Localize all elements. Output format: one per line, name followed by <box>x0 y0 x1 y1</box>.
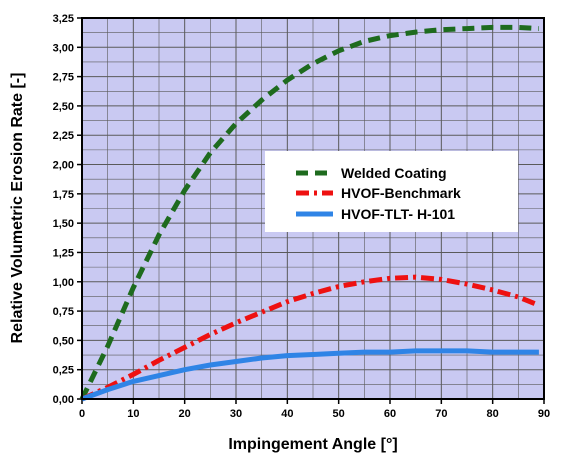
legend-label-hvof-benchmark: HVOF-Benchmark <box>341 185 461 201</box>
y-tick-label: 1,00 <box>53 277 74 289</box>
y-tick-label: 3,00 <box>53 42 74 54</box>
x-tick-label: 30 <box>230 408 242 420</box>
y-tick-label: 2,00 <box>53 160 74 172</box>
series-line-hvof-tlt-h-101 <box>81 348 539 402</box>
y-tick-label: 2,50 <box>53 101 74 113</box>
y-tick-label: 3,25 <box>53 13 74 25</box>
y-tick-label: 0,00 <box>53 394 74 406</box>
plot-frame <box>81 17 545 400</box>
legend-label-hvof-tlt-h-101: HVOF-TLT- H-101 <box>341 206 455 222</box>
x-tick-label: 50 <box>333 408 345 420</box>
x-tick-label: 0 <box>79 408 85 420</box>
y-tick-label: 1,50 <box>53 218 74 230</box>
series-line-welded-coating <box>79 24 540 401</box>
y-tick-label: 2,25 <box>53 130 74 142</box>
x-tick-label: 70 <box>435 408 447 420</box>
legend: Welded Coating HVOF-Benchmark HVOF-TLT- … <box>265 151 518 232</box>
axis-ticks: 0 10 20 30 40 50 60 70 80 90 0,00 0,25 0,50 0,75 1,00 1… <box>53 13 551 420</box>
legend-label-welded-coating: Welded Coating <box>341 165 447 181</box>
series-line-hvof-benchmark <box>80 274 540 402</box>
y-tick-label: 1,25 <box>53 247 74 259</box>
x-tick-label: 20 <box>179 408 191 420</box>
x-tick-label: 40 <box>281 408 293 420</box>
x-axis-title: Impingement Angle [°] <box>228 436 397 453</box>
x-tick-label: 80 <box>487 408 499 420</box>
y-tick-label: 0,50 <box>53 335 74 347</box>
y-tick-label: 1,75 <box>53 189 74 201</box>
y-axis-title: Relative Volumetric Erosion Rate [-] <box>9 73 26 344</box>
x-tick-label: 10 <box>127 408 139 420</box>
series-lines <box>79 24 540 402</box>
x-tick-label: 90 <box>538 408 550 420</box>
y-tick-label: 0,75 <box>53 306 74 318</box>
y-tick-label: 2,75 <box>53 72 74 84</box>
x-tick-label: 60 <box>384 408 396 420</box>
y-tick-label: 0,25 <box>53 365 74 377</box>
